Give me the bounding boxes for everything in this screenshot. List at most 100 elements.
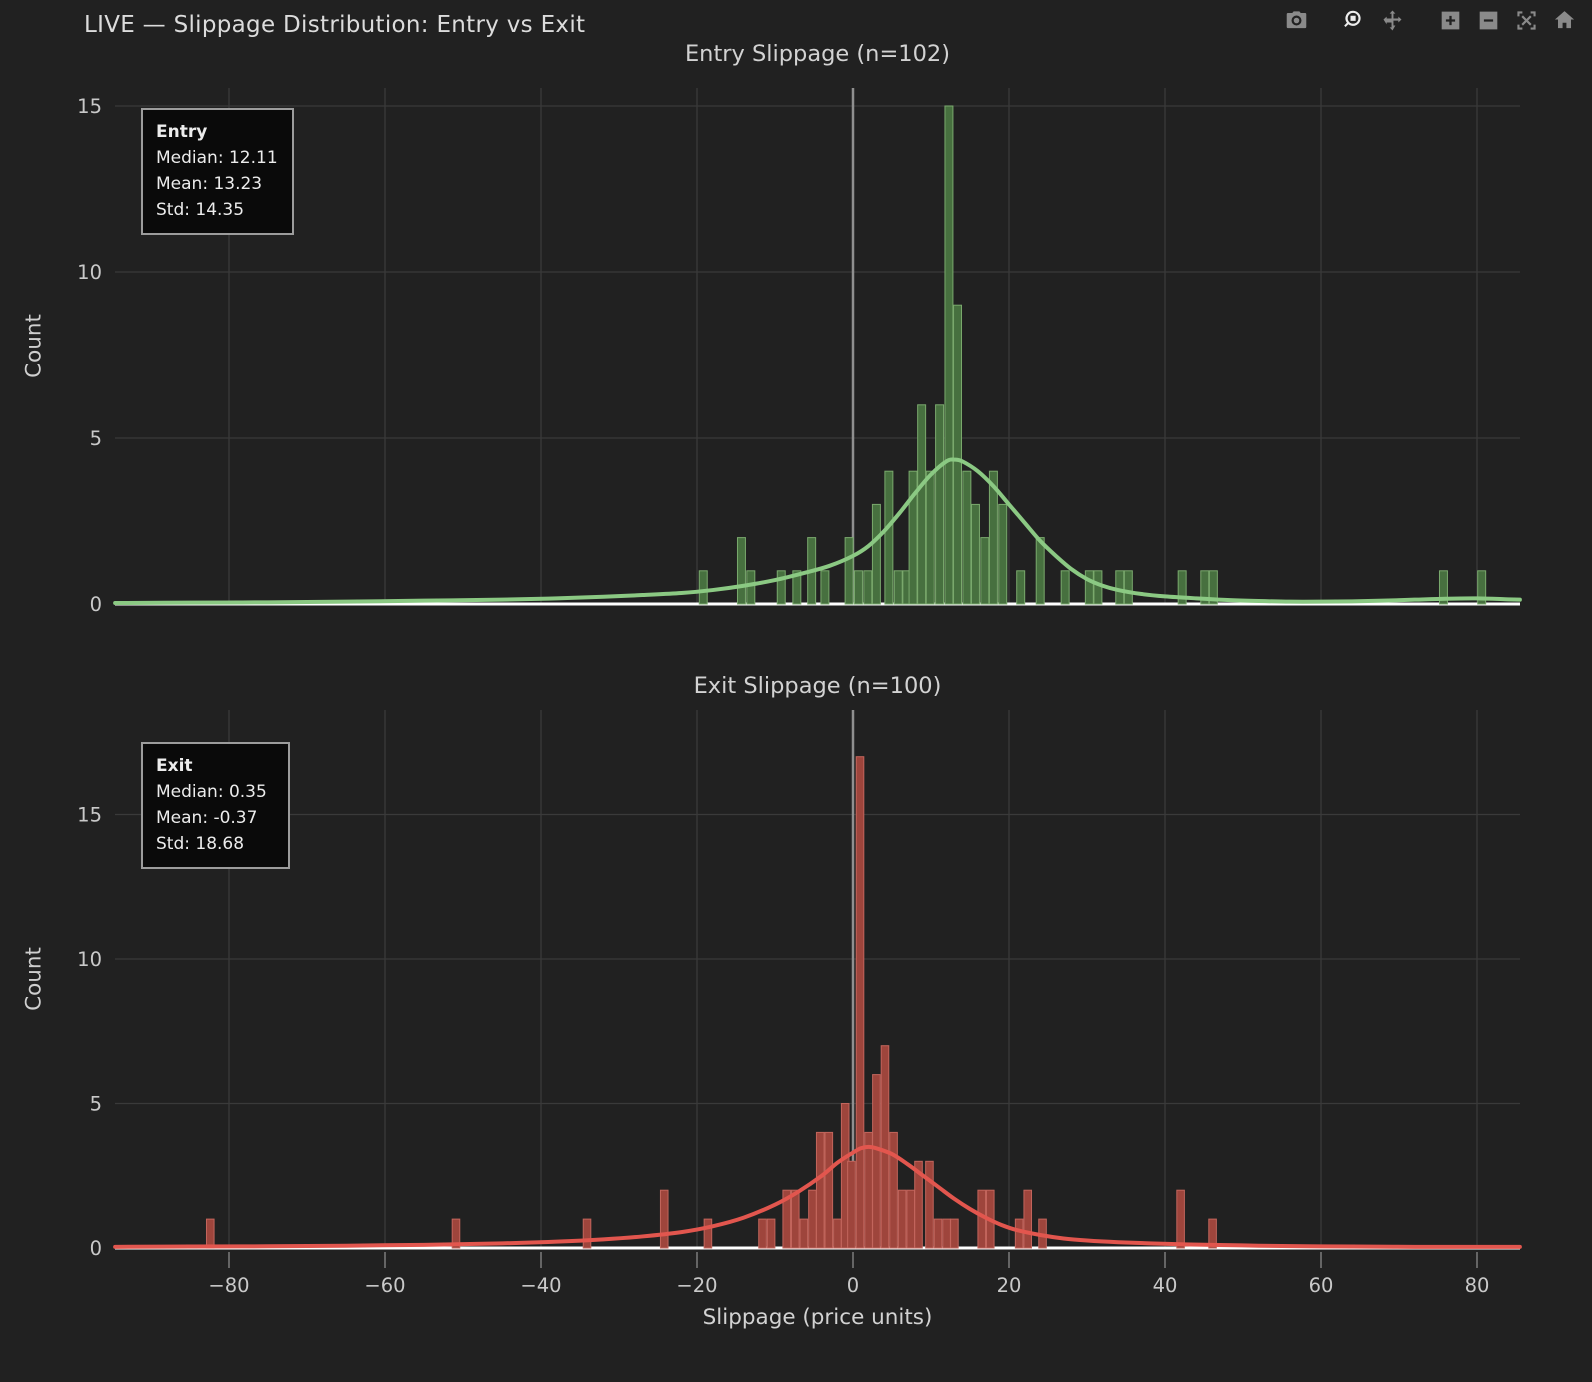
y-tick-label: 5 [90,427,102,450]
histogram-bar [864,1131,873,1249]
histogram-bar [582,1218,592,1249]
histogram-bar [906,1189,916,1249]
histogram-bar [942,1218,951,1249]
y-tick-label: 15 [77,804,102,827]
histogram-bar [799,1218,809,1249]
histogram-bar [1060,570,1070,605]
x-tick-label: −40 [520,1274,561,1297]
x-tick-label: −80 [208,1274,249,1297]
histogram-bar [451,1218,461,1249]
histogram-bar [893,570,903,605]
reset-axes-icon [1554,11,1575,29]
autoscale-icon [1517,11,1536,30]
camera-button[interactable] [1283,7,1310,34]
histogram-bar [736,537,746,605]
histogram-bar [1035,537,1045,605]
histogram-bar [776,570,786,605]
zoom-out-button[interactable] [1475,7,1502,34]
annotation-mean: Mean: 13.23 [156,174,263,194]
histogram-bar [871,503,881,605]
histogram-bar [847,1160,856,1249]
annotation-std: Std: 14.35 [156,200,245,220]
histogram-bar [746,570,756,605]
pan-icon [1383,10,1402,31]
zoom-in-icon [1441,11,1460,30]
histogram-bar [205,1218,215,1249]
histogram-bar [698,570,708,605]
histogram-bar [863,570,873,605]
autoscale-button[interactable] [1513,7,1540,34]
histogram-bar [758,1218,767,1249]
histogram-bar [917,404,927,605]
x-axis-label: Slippage (price units) [702,1305,933,1330]
histogram-bar [908,470,918,605]
histogram-bar [933,1218,943,1249]
reset-axes-button[interactable] [1551,7,1578,34]
histogram-bar [988,470,998,605]
annotation-median: Median: 0.35 [156,782,267,802]
histogram-bar [820,570,830,605]
histogram-bar [1084,570,1094,605]
histogram-bar [1123,570,1133,605]
histogram-bar [815,1131,825,1249]
histogram-bar [808,1189,817,1249]
zoom-in-button[interactable] [1437,7,1464,34]
y-tick-label: 5 [90,1093,102,1116]
histogram-bar [1093,570,1103,605]
histogram-bar [889,1131,898,1249]
camera-icon [1286,11,1307,29]
histogram-bar [944,105,954,605]
histogram-bar [1115,570,1125,605]
histogram-bar [925,470,935,605]
annotation-title: Exit [156,756,193,776]
histogram-bar [1477,570,1487,605]
histogram-bar [1200,570,1210,605]
histogram-bar [659,1189,669,1249]
histogram-bar [1014,1218,1024,1249]
histogram-bar [1023,1189,1033,1249]
x-tick-label: −20 [676,1274,717,1297]
histogram-bar [792,570,802,605]
histogram-bar [855,756,865,1249]
pan-button[interactable] [1379,7,1406,34]
histogram-bar [1016,570,1026,605]
histogram-bar [766,1218,776,1249]
histogram-bar [950,1218,959,1249]
histogram-bar [833,1218,842,1249]
histogram-bar [925,1160,934,1249]
histogram-bar [914,1160,923,1249]
annotation-mean: Mean: -0.37 [156,808,258,828]
plot-area [115,88,1520,604]
y-tick-label: 10 [77,261,102,284]
kde-curve [113,1144,1522,1249]
x-tick-label: 0 [847,1274,859,1297]
histogram-bar [1176,1189,1185,1249]
subplot-title-entry: Entry Slippage (n=102) [684,41,951,67]
histogram-bar [897,1189,907,1249]
zoom-icon [1344,10,1361,28]
modebar [1252,7,1578,34]
zoom-out-icon [1479,11,1498,30]
histogram-bar [1438,570,1448,605]
annotation-median: Median: 12.11 [156,148,278,168]
modebar-group [1426,7,1578,34]
histogram-bar [824,1131,834,1249]
kde-curve [113,457,1522,606]
y-tick-label: 10 [77,948,102,971]
histogram-bar [703,1218,713,1249]
annotation-std: Std: 18.68 [156,834,245,854]
x-tick-label: 40 [1153,1274,1178,1297]
y-tick-label: 0 [90,593,102,616]
histogram-bar [980,537,990,605]
histogram-bar [935,404,945,605]
subplot-title-exit: Exit Slippage (n=100) [693,673,942,699]
histogram-bar [790,1189,800,1249]
histogram-bar [1208,570,1218,605]
y-axis-label-entry: Count [21,314,47,378]
zoom-button[interactable] [1341,7,1368,34]
histogram-bar [872,1074,881,1249]
modebar-group [1330,7,1406,34]
entry-stats-annotation: Entry Median: 12.11 Mean: 13.23 Std: 14.… [141,108,294,235]
x-tick-label: 80 [1465,1274,1490,1297]
